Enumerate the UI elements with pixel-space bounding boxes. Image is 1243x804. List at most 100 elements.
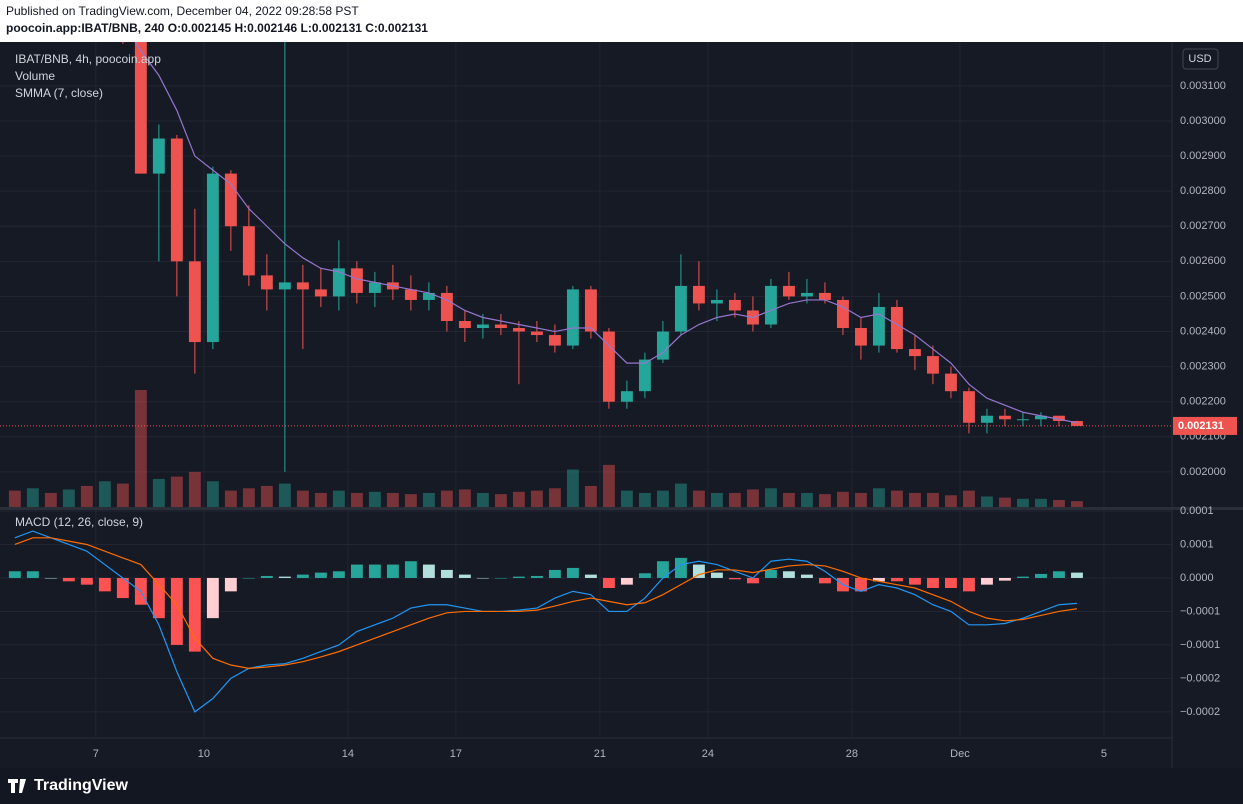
price-pane: [0, 42, 1172, 507]
histogram-bar: [332, 571, 345, 578]
y-tick-label: −0.0001: [1180, 639, 1220, 651]
volume-bar: [746, 489, 759, 507]
volume-bar: [674, 483, 687, 507]
candle-body: [854, 328, 867, 346]
y-tick-label: 0.002700: [1180, 220, 1226, 232]
volume-bar: [386, 492, 399, 507]
histogram-bar: [638, 573, 651, 578]
histogram-bar: [494, 577, 507, 579]
x-tick-label: 21: [594, 748, 606, 760]
volume-bar: [1035, 498, 1047, 507]
volume-bar: [152, 478, 165, 507]
candle-body: [404, 289, 417, 300]
volume-bar: [314, 492, 327, 507]
volume-bar: [908, 492, 921, 507]
histogram-bar: [746, 577, 759, 584]
histogram-bar: [854, 577, 867, 592]
histogram-bar: [1035, 573, 1047, 578]
histogram-bar: [944, 577, 957, 589]
volume-bar: [134, 390, 147, 507]
x-tick-label: 17: [450, 748, 462, 760]
candle-body: [278, 282, 291, 290]
histogram-bar: [692, 564, 705, 578]
y-tick-label: 0.003000: [1180, 115, 1226, 127]
candle-body: [981, 415, 993, 423]
y-tick-label: 0.002400: [1180, 325, 1226, 337]
published: Published on TradingView.com, December 0…: [6, 4, 359, 18]
volume-bar: [566, 469, 579, 507]
candle-body: [818, 292, 831, 300]
histogram-bar: [206, 577, 219, 619]
candle-body: [602, 331, 615, 402]
volume-bar: [188, 471, 201, 507]
histogram-bar: [999, 577, 1011, 581]
x-tick-label: 5: [1101, 748, 1107, 760]
candle-body: [674, 285, 687, 332]
candle-body: [188, 261, 201, 343]
candle-body: [260, 275, 273, 290]
candle-body: [368, 282, 381, 293]
candle-body: [764, 285, 777, 325]
volume-bar: [1017, 498, 1029, 507]
volume-bar: [728, 492, 741, 507]
histogram-bar: [458, 574, 471, 578]
volume-bar: [602, 464, 615, 507]
candle-body: [782, 285, 795, 297]
histogram-bar: [386, 564, 399, 578]
histogram-bar: [44, 577, 57, 579]
candle-body: [620, 391, 633, 402]
candle-body: [476, 324, 489, 329]
histogram-bar: [800, 574, 813, 578]
histogram-bar: [350, 564, 363, 578]
volume-bar: [116, 483, 129, 507]
volume-bar: [999, 497, 1011, 507]
volume-bar: [26, 488, 39, 507]
histogram-bar: [368, 564, 381, 578]
y-tick-label: −0.0002: [1180, 672, 1220, 684]
histogram-bar: [674, 557, 687, 578]
x-tick-label: 24: [702, 748, 714, 760]
currency-box[interactable]: [1182, 48, 1219, 70]
x-tick-label: 14: [342, 748, 354, 760]
legend-volume: Volume: [15, 69, 55, 83]
volume-bar: [836, 491, 849, 507]
histogram-bar: [224, 577, 237, 592]
candle-body: [999, 415, 1011, 420]
volume-bar: [800, 492, 813, 507]
brand-logo: [8, 779, 26, 793]
volume-bar: [854, 492, 867, 507]
smma-line: [134, 42, 1078, 424]
volume-bar: [512, 491, 525, 507]
volume-bar: [476, 492, 489, 507]
macd-line: [14, 530, 1077, 713]
header-bg: [0, 0, 1243, 42]
volume-bar: [296, 490, 309, 507]
histogram-bar: [782, 571, 795, 578]
volume-bar: [44, 492, 57, 507]
candle-body: [944, 373, 957, 392]
histogram-bar: [296, 574, 309, 578]
volume-bar: [242, 488, 255, 507]
candle-body: [296, 282, 309, 290]
y-tick-label: 0.0001: [1180, 538, 1214, 550]
candle-body: [314, 289, 327, 297]
volume-bar: [170, 476, 183, 507]
candle-body: [656, 331, 669, 360]
volume-bar: [656, 490, 669, 507]
volume-bar: [1071, 501, 1083, 507]
volume-bar: [440, 490, 453, 507]
volume-bar: [944, 495, 957, 507]
candle-body: [494, 324, 507, 329]
volume-bar: [278, 483, 291, 507]
volume-bar: [584, 485, 597, 507]
histogram-bar: [278, 576, 291, 578]
histogram-bar: [602, 577, 615, 589]
histogram-bar: [98, 577, 111, 592]
histogram-bar: [710, 572, 723, 578]
volume-bar: [710, 492, 723, 507]
candle-body: [908, 349, 921, 357]
chart-bg: [0, 42, 1243, 768]
histogram-bar: [170, 577, 183, 645]
quote: poocoin.app:IBAT/BNB, 240 O:0.002145 H:0…: [6, 21, 428, 35]
